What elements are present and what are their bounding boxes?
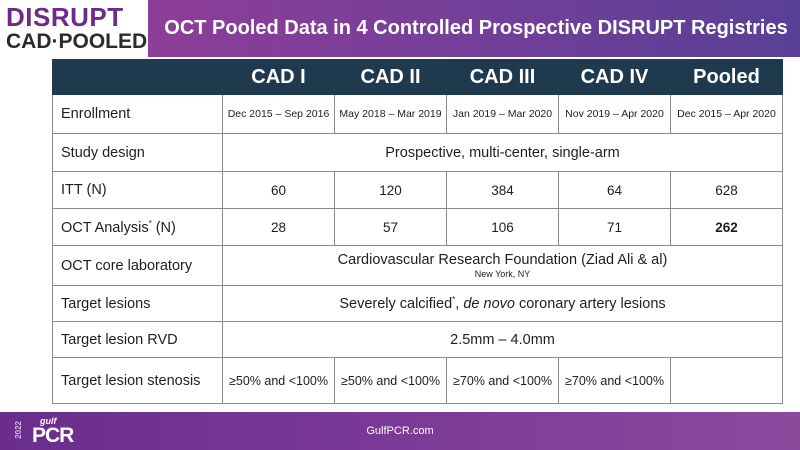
stenosis-cell bbox=[670, 357, 783, 404]
column-header: CAD II bbox=[334, 59, 447, 95]
oct-cell: 71 bbox=[558, 208, 671, 246]
table-row-target-lesions: Target lesions Severely calcified*, de n… bbox=[52, 285, 783, 322]
footer-brand: PCR bbox=[32, 424, 74, 447]
itt-cell: 628 bbox=[670, 171, 783, 209]
rvd-cell: 2.5mm – 4.0mm bbox=[222, 321, 783, 358]
stenosis-cell: ≥70% and <100% bbox=[558, 357, 671, 404]
header-banner: DISRUPT CAD·POOLED OCT Pooled Data in 4 … bbox=[0, 0, 800, 57]
table-row-stenosis: Target lesion stenosis ≥50% and <100% ≥5… bbox=[52, 357, 783, 404]
enrollment-cell: Jan 2019 – Mar 2020 bbox=[446, 94, 559, 134]
row-label: Study design bbox=[52, 133, 223, 172]
core-lab-name: Cardiovascular Research Foundation (Ziad… bbox=[337, 251, 668, 268]
row-label: OCT core laboratory bbox=[52, 245, 223, 286]
row-label: Target lesions bbox=[52, 285, 223, 322]
table-header-row: CAD I CAD II CAD III CAD IV Pooled bbox=[52, 59, 783, 95]
oct-label-suffix: (N) bbox=[151, 219, 176, 236]
target-lesions-cell: Severely calcified*, de novo coronary ar… bbox=[222, 285, 783, 322]
lesion-sep: , bbox=[455, 295, 464, 312]
column-header: Pooled bbox=[670, 59, 783, 95]
column-header: CAD III bbox=[446, 59, 559, 95]
row-label: OCT Analysis* (N) bbox=[52, 208, 223, 246]
oct-cell: 57 bbox=[334, 208, 447, 246]
asterisk: * bbox=[452, 295, 456, 305]
stenosis-cell: ≥50% and <100% bbox=[222, 357, 335, 404]
oct-pooled-cell: 262 bbox=[670, 208, 783, 246]
lesion-text: Severely calcified bbox=[339, 295, 453, 312]
table-row-study-design: Study design Prospective, multi-center, … bbox=[52, 133, 783, 172]
enrollment-cell: Dec 2015 – Apr 2020 bbox=[670, 94, 783, 134]
table-row-rvd: Target lesion RVD 2.5mm – 4.0mm bbox=[52, 321, 783, 358]
itt-cell: 384 bbox=[446, 171, 559, 209]
footer-bar: 2022 gulf PCR GulfPCR.com bbox=[0, 412, 800, 450]
lesion-tail: coronary artery lesions bbox=[514, 295, 666, 312]
core-lab-cell: Cardiovascular Research Foundation (Ziad… bbox=[222, 245, 783, 286]
row-label: ITT (N) bbox=[52, 171, 223, 209]
asterisk: * bbox=[148, 218, 152, 228]
disrupt-logo: DISRUPT CAD·POOLED bbox=[0, 0, 148, 57]
stenosis-cell: ≥70% and <100% bbox=[446, 357, 559, 404]
lesion-italic: de novo bbox=[463, 295, 515, 312]
footer-url: GulfPCR.com bbox=[366, 425, 434, 437]
table-row-enrollment: Enrollment Dec 2015 – Sep 2016 May 2018 … bbox=[52, 94, 783, 134]
logo-line1: DISRUPT bbox=[6, 2, 124, 32]
enrollment-cell: Nov 2019 – Apr 2020 bbox=[558, 94, 671, 134]
core-lab-location: New York, NY bbox=[474, 268, 531, 279]
column-header: CAD I bbox=[222, 59, 335, 95]
table-row-oct-analysis: OCT Analysis* (N) 28 57 106 71 262 bbox=[52, 208, 783, 246]
header-blank-cell bbox=[52, 59, 223, 95]
table-row-itt: ITT (N) 60 120 384 64 628 bbox=[52, 171, 783, 209]
column-header: CAD IV bbox=[558, 59, 671, 95]
enrollment-cell: May 2018 – Mar 2019 bbox=[334, 94, 447, 134]
itt-cell: 120 bbox=[334, 171, 447, 209]
logo-line2: CAD·POOLED bbox=[6, 30, 148, 53]
itt-cell: 60 bbox=[222, 171, 335, 209]
stenosis-cell: ≥50% and <100% bbox=[334, 357, 447, 404]
study-design-cell: Prospective, multi-center, single-arm bbox=[222, 133, 783, 172]
registry-table: CAD I CAD II CAD III CAD IV Pooled Enrol… bbox=[52, 59, 783, 404]
row-label: Enrollment bbox=[52, 94, 223, 134]
footer-brand-small: gulf bbox=[40, 416, 57, 426]
table-row-core-lab: OCT core laboratory Cardiovascular Resea… bbox=[52, 245, 783, 286]
itt-cell: 64 bbox=[558, 171, 671, 209]
oct-cell: 28 bbox=[222, 208, 335, 246]
oct-cell: 106 bbox=[446, 208, 559, 246]
gulfpcr-logo: 2022 gulf PCR bbox=[8, 415, 108, 449]
slide-title: OCT Pooled Data in 4 Controlled Prospect… bbox=[164, 17, 788, 39]
row-label: Target lesion RVD bbox=[52, 321, 223, 358]
oct-label-text: OCT Analysis bbox=[61, 219, 149, 236]
enrollment-cell: Dec 2015 – Sep 2016 bbox=[222, 94, 335, 134]
row-label: Target lesion stenosis bbox=[52, 357, 223, 404]
